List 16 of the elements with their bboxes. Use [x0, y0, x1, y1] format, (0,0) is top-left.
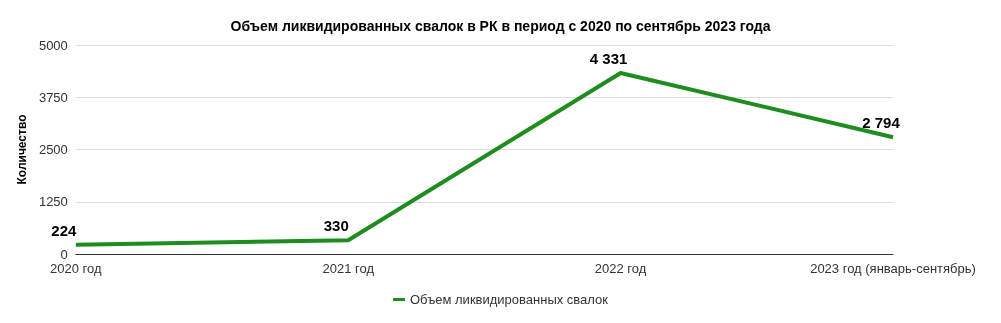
y-tick-label: 2500: [38, 142, 68, 157]
data-label: 4 331: [589, 49, 628, 67]
y-tick-label: 1250: [38, 194, 68, 210]
y-tick-label: 3750: [38, 89, 68, 105]
x-tick-label: 2023 год (январь-сентябрь): [810, 261, 976, 276]
data-label: 224: [51, 221, 77, 239]
y-tick-label: 5000: [38, 37, 68, 53]
chart-title: Объем ликвидированных свалок в РК в период с 2020 по сентябрь 2023 года: [230, 18, 771, 34]
data-label: 2 794: [862, 114, 901, 132]
y-axis-title: Количество: [15, 114, 29, 185]
x-tick-label: 2020 год: [50, 261, 102, 276]
x-tick-label: 2021 год: [322, 261, 375, 276]
y-tick-label: 0: [60, 246, 68, 262]
data-label: 330: [323, 217, 349, 235]
x-tick-label: 2022 год: [594, 261, 647, 276]
legend-label: Объем ликвидированных свалок: [410, 292, 609, 307]
